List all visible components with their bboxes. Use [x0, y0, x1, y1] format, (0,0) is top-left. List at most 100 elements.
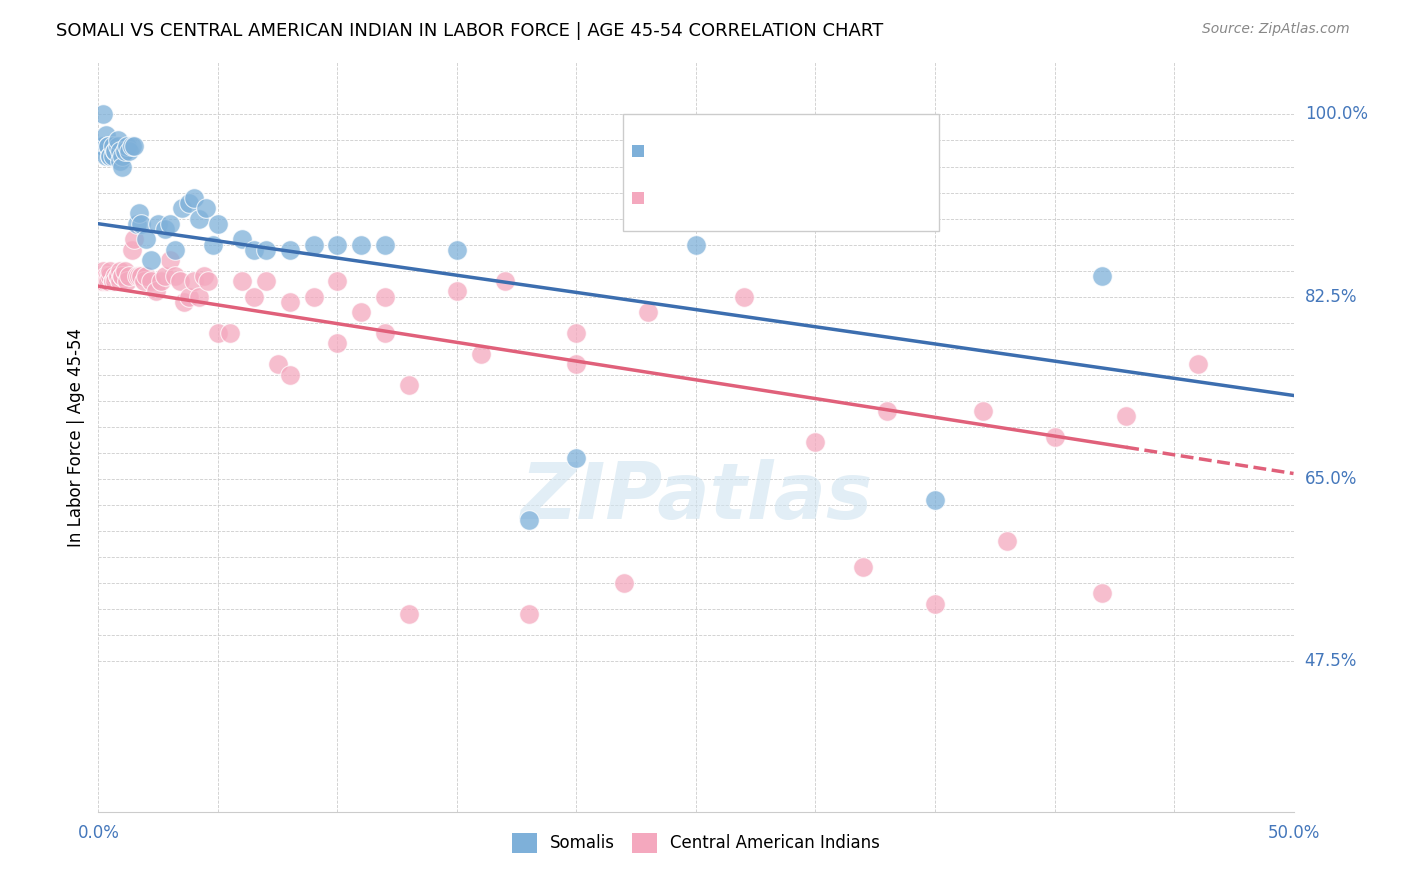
Point	[169, 274, 191, 288]
Point	[101, 138, 124, 153]
Point	[398, 378, 420, 392]
Point	[111, 160, 134, 174]
Point	[118, 144, 141, 158]
Point	[111, 149, 134, 163]
Point	[267, 357, 290, 371]
Point	[733, 289, 755, 303]
Point	[124, 138, 146, 153]
Point	[446, 243, 468, 257]
Point	[685, 237, 707, 252]
Point	[90, 138, 112, 153]
Point	[107, 268, 129, 283]
Text: R =: R =	[676, 142, 713, 161]
Point	[231, 232, 253, 246]
Point	[207, 217, 229, 231]
Point	[159, 253, 181, 268]
FancyBboxPatch shape	[623, 114, 939, 231]
Point	[94, 268, 117, 283]
Point	[115, 274, 138, 288]
Point	[374, 289, 396, 303]
Point	[517, 513, 540, 527]
Text: -0.202: -0.202	[699, 189, 758, 207]
Point	[374, 237, 396, 252]
Point	[446, 285, 468, 299]
Point	[1091, 586, 1114, 600]
Point	[108, 144, 131, 158]
Point	[278, 294, 301, 309]
Point	[135, 232, 157, 246]
Point	[1091, 268, 1114, 283]
Point	[326, 274, 349, 288]
Point	[876, 404, 898, 418]
Point	[107, 138, 129, 153]
Point	[104, 268, 127, 283]
Point	[565, 326, 588, 340]
Point	[104, 144, 127, 158]
Point	[101, 274, 124, 288]
Text: ZIPatlas: ZIPatlas	[520, 459, 872, 535]
Point	[97, 268, 120, 283]
Point	[114, 144, 136, 158]
Text: 77: 77	[770, 189, 794, 207]
Point	[1187, 357, 1209, 371]
Point	[302, 289, 325, 303]
Point	[804, 435, 827, 450]
Point	[202, 237, 225, 252]
Point	[114, 263, 136, 277]
Point	[111, 268, 134, 283]
Text: -0.314: -0.314	[699, 142, 758, 161]
Point	[193, 268, 215, 283]
Point	[972, 404, 994, 418]
Point	[125, 268, 148, 283]
Point	[118, 268, 141, 283]
Point	[195, 201, 218, 215]
Point	[197, 274, 219, 288]
Point	[852, 560, 875, 574]
Point	[173, 294, 195, 309]
Point	[350, 237, 373, 252]
Point	[183, 274, 205, 288]
Point	[90, 274, 112, 288]
FancyBboxPatch shape	[631, 192, 644, 203]
Text: 100.0%: 100.0%	[1305, 105, 1368, 123]
Point	[254, 243, 277, 257]
Text: SOMALI VS CENTRAL AMERICAN INDIAN IN LABOR FORCE | AGE 45-54 CORRELATION CHART: SOMALI VS CENTRAL AMERICAN INDIAN IN LAB…	[56, 22, 883, 40]
Point	[131, 217, 153, 231]
Text: 65.0%: 65.0%	[1305, 470, 1357, 488]
Point	[243, 243, 266, 257]
Point	[565, 357, 588, 371]
Point	[104, 274, 127, 288]
Point	[565, 450, 588, 465]
Point	[219, 326, 242, 340]
Point	[243, 289, 266, 303]
Point	[115, 138, 138, 153]
Point	[172, 201, 194, 215]
Point	[111, 268, 134, 283]
Point	[128, 206, 150, 220]
Text: N =: N =	[730, 189, 783, 207]
Point	[278, 243, 301, 257]
Point	[149, 274, 172, 288]
Point	[350, 305, 373, 319]
Point	[302, 237, 325, 252]
Y-axis label: In Labor Force | Age 45-54: In Labor Force | Age 45-54	[66, 327, 84, 547]
Point	[179, 195, 201, 210]
Point	[125, 217, 148, 231]
Point	[139, 253, 162, 268]
Point	[91, 107, 114, 121]
Point	[163, 243, 186, 257]
Point	[94, 128, 117, 143]
Point	[494, 274, 516, 288]
Point	[121, 138, 143, 153]
Text: N =: N =	[730, 142, 783, 161]
Point	[101, 274, 124, 288]
Point	[637, 305, 659, 319]
Point	[108, 154, 131, 169]
Point	[104, 144, 127, 158]
Point	[107, 268, 129, 283]
Point	[1043, 430, 1066, 444]
Point	[517, 607, 540, 621]
Point	[155, 222, 177, 236]
Point	[128, 268, 150, 283]
Point	[121, 243, 143, 257]
